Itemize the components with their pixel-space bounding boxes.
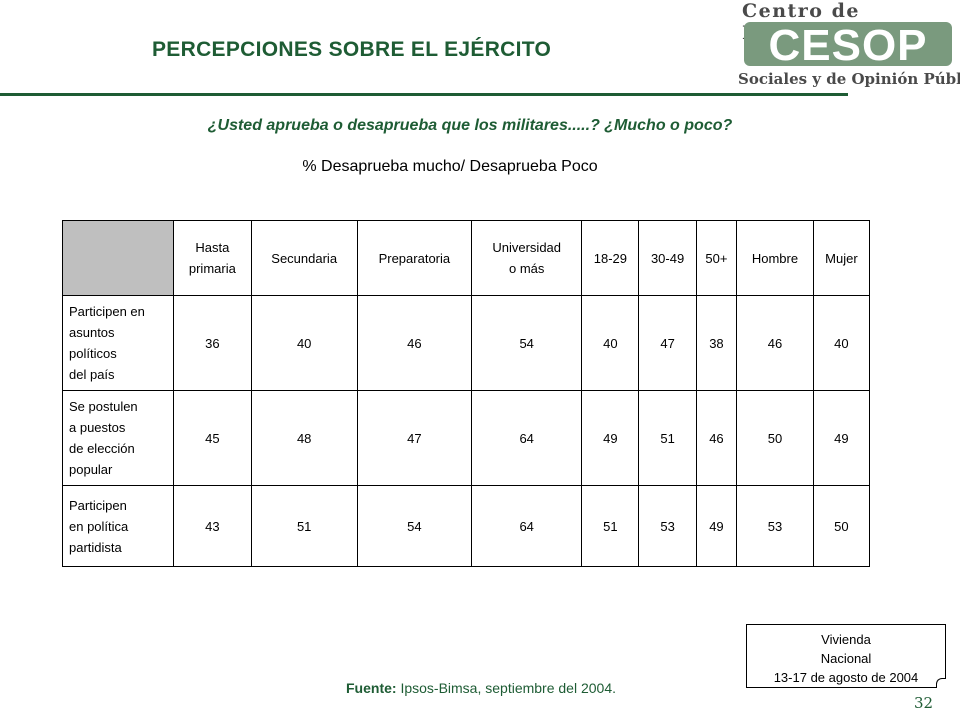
row-label: Participen en política partidista bbox=[62, 485, 174, 567]
col-header: Secundaria bbox=[250, 220, 358, 296]
table-row: Se postulen a puestos de elección popula… bbox=[62, 390, 871, 486]
table-row: Participen en política partidista 43 51 … bbox=[62, 485, 871, 567]
col-header: Preparatoria bbox=[356, 220, 473, 296]
table-cell: 64 bbox=[471, 390, 583, 486]
col-header: 50+ bbox=[695, 220, 738, 296]
table-cell: 54 bbox=[471, 295, 583, 391]
col-header: 18-29 bbox=[581, 220, 640, 296]
source-text: Ipsos-Bimsa, septiembre del 2004. bbox=[396, 680, 617, 696]
table-cell: 53 bbox=[736, 485, 814, 567]
source-note: Fuente: Ipsos-Bimsa, septiembre del 2004… bbox=[346, 680, 616, 696]
survey-info-box: Vivienda Nacional 13-17 de agosto de 200… bbox=[746, 624, 946, 688]
table-cell: 50 bbox=[812, 485, 871, 567]
table-cell: 51 bbox=[581, 485, 640, 567]
col-header: Universidad o más bbox=[471, 220, 583, 296]
table-cell: 40 bbox=[812, 295, 871, 391]
table-cell: 48 bbox=[250, 390, 358, 486]
table-cell: 53 bbox=[638, 485, 697, 567]
table-cell: 46 bbox=[695, 390, 738, 486]
svg-text:CESOP: CESOP bbox=[768, 21, 927, 70]
table-cell: 50 bbox=[736, 390, 814, 486]
table-cell: 43 bbox=[173, 485, 252, 567]
table-row: Participen en asuntos políticos del país… bbox=[62, 295, 871, 391]
results-table: Hasta primaria Secundaria Preparatoria U… bbox=[62, 220, 871, 567]
table-cell: 49 bbox=[812, 390, 871, 486]
table-cell: 47 bbox=[638, 295, 697, 391]
table-cell: 46 bbox=[356, 295, 473, 391]
table-header-row: Hasta primaria Secundaria Preparatoria U… bbox=[62, 220, 871, 296]
table-cell: 54 bbox=[356, 485, 473, 567]
col-header: Mujer bbox=[812, 220, 871, 296]
table-cell: 47 bbox=[356, 390, 473, 486]
survey-dates: 13-17 de agosto de 2004 bbox=[773, 670, 919, 685]
table-cell: 46 bbox=[736, 295, 814, 391]
title-underline bbox=[0, 93, 848, 96]
row-label: Se postulen a puestos de elección popula… bbox=[62, 390, 174, 486]
col-header: Hasta primaria bbox=[173, 220, 252, 296]
table-cell: 45 bbox=[173, 390, 252, 486]
page-fold-icon bbox=[936, 678, 946, 688]
col-header: 30-49 bbox=[638, 220, 697, 296]
table-subtitle: % Desaprueba mucho/ Desaprueba Poco bbox=[302, 158, 598, 175]
table-cell: 64 bbox=[471, 485, 583, 567]
table-cell: 51 bbox=[638, 390, 697, 486]
row-label: Participen en asuntos políticos del país bbox=[62, 295, 174, 391]
table-cell: 40 bbox=[581, 295, 640, 391]
table-cell: 51 bbox=[250, 485, 358, 567]
table-cell: 38 bbox=[695, 295, 738, 391]
logo-acronym: CESOP bbox=[744, 21, 952, 70]
table-corner-cell bbox=[62, 220, 174, 296]
survey-scope: Nacional bbox=[820, 651, 872, 666]
page-number: 32 bbox=[914, 694, 934, 712]
cesop-logo: Centro de Estudios CESOP Sociales y de O… bbox=[732, 0, 960, 96]
page-title: PERCEPCIONES SOBRE EL EJÉRCITO bbox=[152, 38, 552, 61]
logo-bottom-text: Sociales y de Opinión Pública bbox=[738, 70, 960, 88]
source-label: Fuente: bbox=[346, 680, 397, 696]
col-header: Hombre bbox=[736, 220, 814, 296]
table-cell: 40 bbox=[250, 295, 358, 391]
table-cell: 49 bbox=[581, 390, 640, 486]
survey-type: Vivienda bbox=[821, 632, 871, 647]
survey-question: ¿Usted aprueba o desaprueba que los mili… bbox=[207, 117, 733, 134]
table-cell: 36 bbox=[173, 295, 252, 391]
table-cell: 49 bbox=[695, 485, 738, 567]
